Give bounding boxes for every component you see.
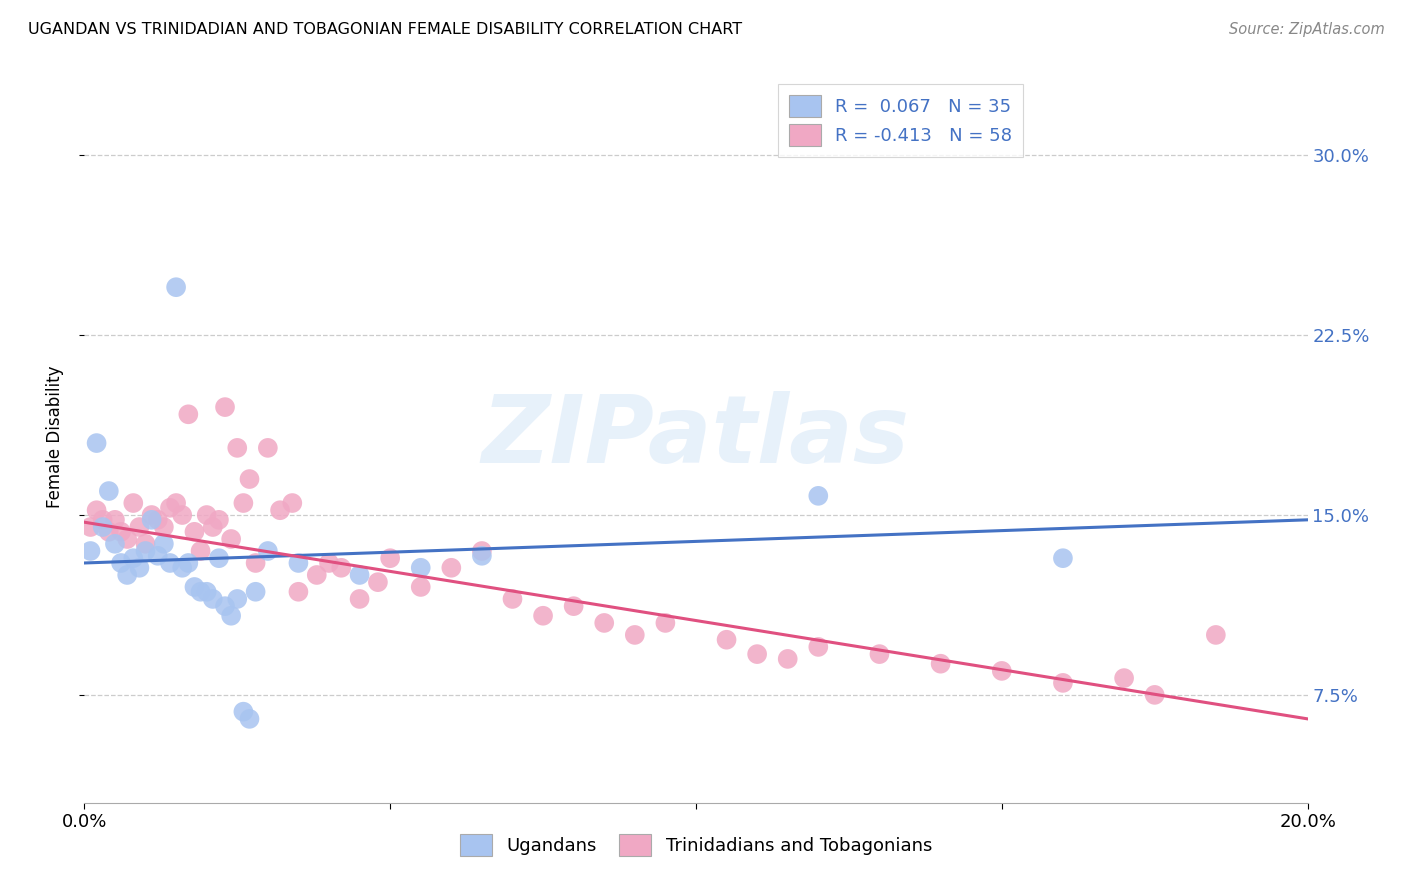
Point: [226, 441, 249, 455]
Point: [305, 568, 328, 582]
Point: [128, 520, 150, 534]
Point: [716, 632, 738, 647]
Point: [502, 591, 524, 606]
Point: [201, 520, 224, 534]
Legend: Ugandans, Trinidadians and Tobagonians: Ugandans, Trinidadians and Tobagonians: [449, 823, 943, 867]
Point: [776, 652, 799, 666]
Point: [172, 508, 194, 522]
Point: [86, 503, 108, 517]
Point: [232, 705, 254, 719]
Point: [91, 513, 114, 527]
Point: [110, 556, 132, 570]
Point: [190, 584, 212, 599]
Point: [257, 441, 280, 455]
Point: [146, 549, 169, 563]
Text: ZIPatlas: ZIPatlas: [482, 391, 910, 483]
Point: [287, 584, 309, 599]
Point: [1114, 671, 1136, 685]
Point: [219, 532, 242, 546]
Point: [208, 513, 231, 527]
Point: [245, 556, 267, 570]
Point: [367, 575, 389, 590]
Point: [190, 544, 212, 558]
Point: [153, 520, 176, 534]
Point: [232, 496, 254, 510]
Point: [86, 436, 108, 450]
Point: [79, 544, 101, 558]
Point: [1143, 688, 1166, 702]
Point: [201, 591, 224, 606]
Point: [141, 513, 163, 527]
Point: [349, 591, 371, 606]
Point: [115, 568, 138, 582]
Point: [245, 584, 267, 599]
Point: [238, 472, 260, 486]
Point: [440, 561, 463, 575]
Text: UGANDAN VS TRINIDADIAN AND TOBAGONIAN FEMALE DISABILITY CORRELATION CHART: UGANDAN VS TRINIDADIAN AND TOBAGONIAN FE…: [28, 22, 742, 37]
Point: [562, 599, 585, 614]
Point: [183, 524, 205, 539]
Point: [807, 640, 830, 654]
Point: [226, 591, 249, 606]
Point: [531, 608, 554, 623]
Point: [177, 556, 200, 570]
Point: [135, 537, 157, 551]
Point: [153, 537, 176, 551]
Point: [929, 657, 952, 671]
Point: [183, 580, 205, 594]
Point: [177, 407, 200, 421]
Point: [471, 549, 494, 563]
Point: [219, 608, 242, 623]
Point: [807, 489, 830, 503]
Point: [1052, 676, 1074, 690]
Point: [141, 508, 163, 522]
Point: [159, 556, 181, 570]
Point: [128, 561, 150, 575]
Point: [654, 615, 676, 630]
Point: [287, 556, 309, 570]
Point: [91, 520, 114, 534]
Point: [135, 544, 157, 558]
Point: [409, 580, 432, 594]
Point: [1205, 628, 1227, 642]
Point: [110, 524, 132, 539]
Point: [471, 544, 494, 558]
Point: [172, 561, 194, 575]
Point: [318, 556, 340, 570]
Point: [747, 647, 769, 661]
Point: [380, 551, 402, 566]
Point: [869, 647, 891, 661]
Point: [991, 664, 1014, 678]
Point: [208, 551, 231, 566]
Point: [269, 503, 291, 517]
Point: [257, 544, 280, 558]
Point: [195, 508, 218, 522]
Point: [214, 400, 236, 414]
Point: [165, 280, 187, 294]
Point: [97, 524, 120, 539]
Point: [97, 483, 120, 498]
Point: [349, 568, 371, 582]
Point: [195, 584, 218, 599]
Point: [1052, 551, 1074, 566]
Point: [159, 500, 181, 515]
Point: [593, 615, 616, 630]
Point: [79, 520, 101, 534]
Point: [104, 537, 127, 551]
Point: [115, 532, 138, 546]
Point: [330, 561, 353, 575]
Point: [146, 513, 169, 527]
Point: [122, 551, 145, 566]
Point: [409, 561, 432, 575]
Point: [281, 496, 304, 510]
Y-axis label: Female Disability: Female Disability: [45, 366, 63, 508]
Point: [214, 599, 236, 614]
Point: [165, 496, 187, 510]
Point: [624, 628, 647, 642]
Point: [122, 496, 145, 510]
Point: [238, 712, 260, 726]
Text: Source: ZipAtlas.com: Source: ZipAtlas.com: [1229, 22, 1385, 37]
Point: [104, 513, 127, 527]
